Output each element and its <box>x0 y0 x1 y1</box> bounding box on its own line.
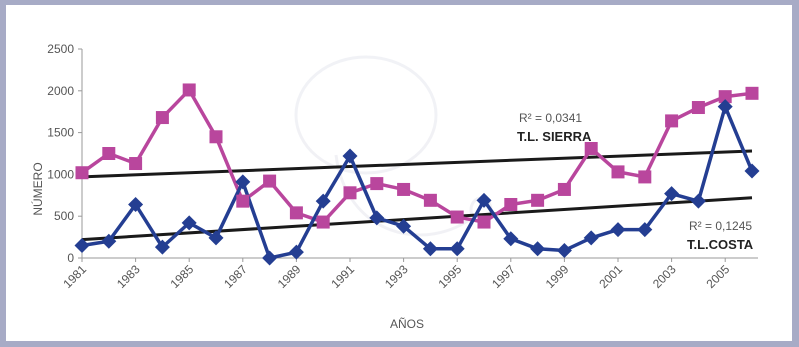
data-point-square <box>236 194 250 208</box>
data-point-diamond <box>369 210 385 226</box>
data-point-diamond <box>530 241 546 257</box>
data-point-square <box>611 165 625 179</box>
data-point-diamond <box>101 233 117 249</box>
data-point-diamond <box>449 241 465 257</box>
data-point-square <box>129 157 143 171</box>
data-point-diamond <box>610 222 626 238</box>
data-point-diamond <box>74 237 90 253</box>
x-tick-label: 1991 <box>328 262 357 291</box>
x-tick-label: 1995 <box>436 262 465 291</box>
data-point-square <box>504 197 518 211</box>
data-point-square <box>182 83 196 97</box>
series-name-label-1: T.L.COSTA <box>687 237 754 252</box>
data-point-diamond <box>503 231 519 247</box>
data-point-square <box>665 114 679 128</box>
data-point-square <box>397 182 411 196</box>
data-point-square <box>343 186 357 200</box>
data-point-diamond <box>262 250 278 266</box>
data-point-square <box>557 182 571 196</box>
x-tick-label: 1997 <box>489 262 518 291</box>
data-point-square <box>638 170 652 184</box>
tick-labels: 0 500 1000 1500 2000 2500 1981 1983 1985 1987 1989… <box>47 42 732 291</box>
data-point-square <box>718 90 732 104</box>
data-point-square <box>370 177 384 191</box>
series <box>74 83 760 266</box>
data-point-square <box>745 86 759 100</box>
y-tick-label: 2000 <box>47 84 74 98</box>
y-tick-label: 0 <box>67 251 74 265</box>
data-point-diamond <box>476 192 492 208</box>
y-tick-label: 1000 <box>47 167 74 181</box>
data-point-diamond <box>342 148 358 164</box>
data-point-diamond <box>396 218 412 234</box>
chart-panel: 0 500 1000 1500 2000 2500 1981 1983 1985 1987 1989… <box>6 5 792 341</box>
trend-line-1 <box>81 196 753 242</box>
y-tick-label: 500 <box>54 209 74 223</box>
x-axis-title: AÑOS <box>390 317 424 331</box>
data-point-square <box>691 101 705 115</box>
data-point-square <box>450 210 464 224</box>
x-tick-label: 2001 <box>596 262 625 291</box>
data-point-square <box>316 215 330 229</box>
data-point-diamond <box>208 230 224 246</box>
y-tick-label: 2500 <box>47 42 74 56</box>
data-point-diamond <box>235 174 251 190</box>
data-point-square <box>531 193 545 207</box>
x-tick-label: 1993 <box>382 262 411 291</box>
data-point-square <box>263 174 277 188</box>
r2-label-1: R² = 0,1245 <box>689 219 752 233</box>
annotations: R² = 0,0341 T.L. SIERRA R² = 0,1245 T.L.COS… <box>517 111 754 252</box>
x-tick-label: 2003 <box>650 262 679 291</box>
data-point-diamond <box>128 196 144 212</box>
y-axis-title: NÚMERO <box>30 162 45 215</box>
data-point-diamond <box>664 186 680 202</box>
data-point-diamond <box>556 242 572 258</box>
data-point-diamond <box>744 163 760 179</box>
data-point-diamond <box>422 241 438 257</box>
data-point-diamond <box>583 230 599 246</box>
y-tick-label: 1500 <box>47 126 74 140</box>
data-point-diamond <box>637 222 653 238</box>
data-point-diamond <box>690 193 706 209</box>
x-tick-label: 1983 <box>114 262 143 291</box>
data-point-diamond <box>154 239 170 255</box>
data-point-diamond <box>717 99 733 115</box>
data-point-square <box>477 215 491 229</box>
watermark-logo <box>294 55 493 237</box>
x-tick-label: 1989 <box>275 262 304 291</box>
data-point-square <box>584 141 598 155</box>
data-point-diamond <box>315 193 331 209</box>
data-point-square <box>75 166 89 180</box>
x-tick-label: 1985 <box>168 262 197 291</box>
series-name-label-0: T.L. SIERRA <box>517 129 592 144</box>
x-tick-label: 1981 <box>60 262 89 291</box>
trend-line-0 <box>81 149 753 179</box>
x-tick-label: 1999 <box>543 262 572 291</box>
data-point-diamond <box>181 215 197 231</box>
data-point-diamond <box>288 244 304 260</box>
data-point-square <box>102 147 116 160</box>
series-line-1 <box>81 104 754 260</box>
data-point-square <box>423 193 437 207</box>
trend-lines <box>81 149 753 242</box>
data-point-square <box>155 111 169 125</box>
data-point-square <box>209 130 223 144</box>
data-point-square <box>289 206 303 220</box>
axes <box>78 48 758 262</box>
x-tick-label: 2005 <box>704 262 733 291</box>
line-chart: 0 500 1000 1500 2000 2500 1981 1983 1985 1987 1989… <box>30 42 760 331</box>
r2-label-0: R² = 0,0341 <box>519 111 582 125</box>
x-tick-label: 1987 <box>221 262 250 291</box>
